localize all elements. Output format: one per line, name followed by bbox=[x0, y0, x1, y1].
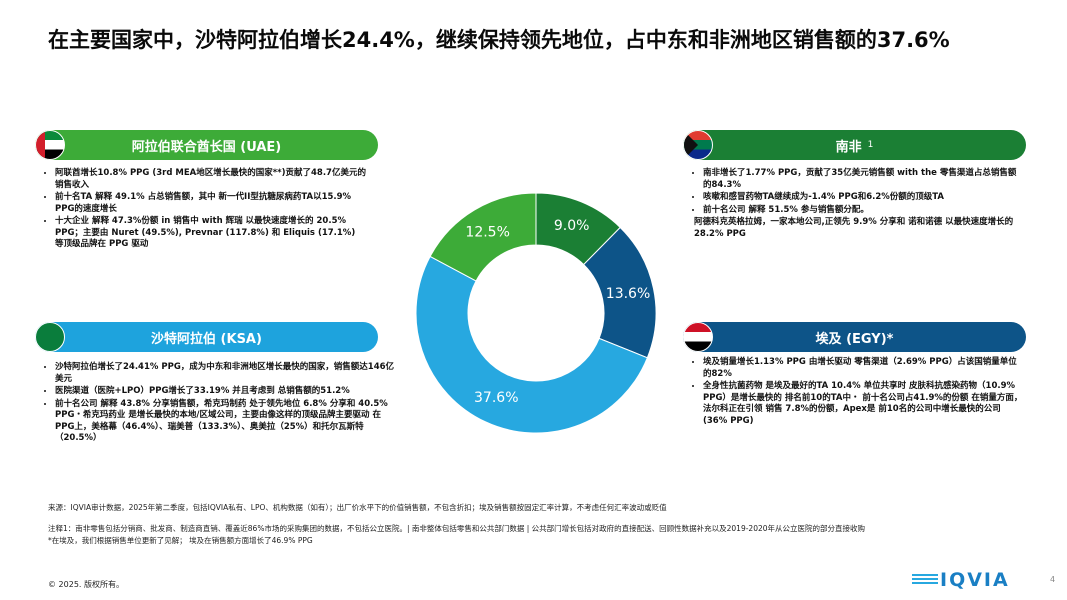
bullet: 埃及销量增长1.13% PPG 由增长驱动 零售渠道（2.69% PPG）占该国… bbox=[703, 357, 1024, 380]
data-label: 9.0% bbox=[554, 218, 590, 234]
data-label: 12.5% bbox=[465, 224, 509, 240]
bullet: 医院渠道（医院+LPO）PPG增长了33.19% 并且考虑到 总销售额的51.2… bbox=[55, 386, 398, 398]
flag-icon bbox=[683, 322, 713, 352]
bullet: 十大企业 解释 47.3%份额 in 销售中 with 辉瑞 以最快速度增长的 … bbox=[55, 216, 366, 251]
bullet-list: 沙特阿拉伯增长了24.41% PPG，成为中东和非洲地区增长最快的国家，销售额达… bbox=[46, 362, 398, 445]
panel-title: 埃及 (EGY)* bbox=[815, 331, 894, 347]
panel-body: 沙特阿拉伯增长了24.41% PPG，成为中东和非洲地区增长最快的国家，销售额达… bbox=[46, 362, 398, 446]
flag-icon bbox=[35, 130, 65, 160]
bullet-list: 阿联酋增长10.8% PPG (3rd MEA地区增长最快的国家**)贡献了48… bbox=[46, 168, 366, 251]
bullet: 前十名公司 解释 43.8% 分享销售额，希克玛制药 处于领先地位 6.8% 分… bbox=[55, 399, 398, 445]
footnote: 来源：IQVIA审计数据，2025年第二季度，包括IQVIA私有、LPO、机构数… bbox=[48, 503, 667, 512]
logo-text: IQVIA bbox=[940, 569, 1010, 591]
bullet: 全身性抗菌药物 是埃及最好的TA 10.4% 单位共享时 皮肤科抗感染药物（10… bbox=[703, 381, 1024, 427]
data-label: 13.6% bbox=[606, 286, 650, 302]
footnote: 注释1：南非零售包括分销商、批发商、制造商直销、覆盖近86%市场的采购集团的数据… bbox=[48, 524, 866, 533]
panel-title: 沙特阿拉伯 (KSA) bbox=[151, 331, 262, 347]
donut-segment bbox=[415, 255, 648, 434]
panel-header: 南非 1 bbox=[683, 130, 1026, 160]
bullet: 前十名公司 解释 51.5% 参与销售额分配。 bbox=[703, 205, 1024, 217]
logo: IQVIA bbox=[912, 569, 1010, 591]
panel-body: 阿联酋增长10.8% PPG (3rd MEA地区增长最快的国家**)贡献了48… bbox=[46, 168, 366, 252]
bullet: 南非增长了1.77% PPG，贡献了35亿美元销售额 with the 零售渠道… bbox=[703, 168, 1024, 191]
slide-title: 在主要国家中，沙特阿拉伯增长24.4%，继续保持领先地位，占中东和非洲地区销售额… bbox=[48, 28, 950, 52]
panel-title: 南非 bbox=[835, 139, 862, 155]
bullet-list: 埃及销量增长1.13% PPG 由增长驱动 零售渠道（2.69% PPG）占该国… bbox=[694, 357, 1024, 427]
bullet: 前十名TA 解释 49.1% 占总销售额，其中 新一代II型抗糖尿病药TA以15… bbox=[55, 192, 366, 215]
data-label: 37.6% bbox=[474, 390, 518, 406]
page-number: 4 bbox=[1050, 575, 1056, 584]
copyright: © 2025. 版权所有。 bbox=[48, 580, 124, 589]
panel-header: 沙特阿拉伯 (KSA) bbox=[35, 322, 378, 352]
flag-icon bbox=[683, 130, 713, 160]
panel-note: 阿德科克英格拉姆，一家本地公司,正领先 9.9% 分享和 诺和诺德 以最快速度增… bbox=[694, 217, 1014, 239]
bullet: 沙特阿拉伯增长了24.41% PPG，成为中东和非洲地区增长最快的国家，销售额达… bbox=[55, 362, 398, 385]
superscript: 1 bbox=[867, 140, 874, 150]
panel-header: 阿拉伯联合酋长国 (UAE) bbox=[35, 130, 378, 160]
flag-icon bbox=[35, 322, 65, 352]
panel-body: 埃及销量增长1.13% PPG 由增长驱动 零售渠道（2.69% PPG）占该国… bbox=[694, 357, 1024, 428]
bullet: 阿联酋增长10.8% PPG (3rd MEA地区增长最快的国家**)贡献了48… bbox=[55, 168, 366, 191]
panel-title: 阿拉伯联合酋长国 (UAE) bbox=[131, 139, 282, 155]
panel-body: 南非增长了1.77% PPG，贡献了35亿美元销售额 with the 零售渠道… bbox=[694, 168, 1024, 240]
bullet: 咳嗽和感冒药物TA继续成为-1.4% PPG和6.2%份额的顶级TA bbox=[703, 192, 1024, 204]
panel-header: 埃及 (EGY)* bbox=[683, 322, 1026, 352]
donut-segment bbox=[429, 192, 537, 282]
footnote: *在埃及，我们根据销售单位更新了见解； 埃及在销售额方面增长了46.9% PPG bbox=[48, 536, 313, 545]
bullet-list: 南非增长了1.77% PPG，贡献了35亿美元销售额 with the 零售渠道… bbox=[694, 168, 1024, 216]
